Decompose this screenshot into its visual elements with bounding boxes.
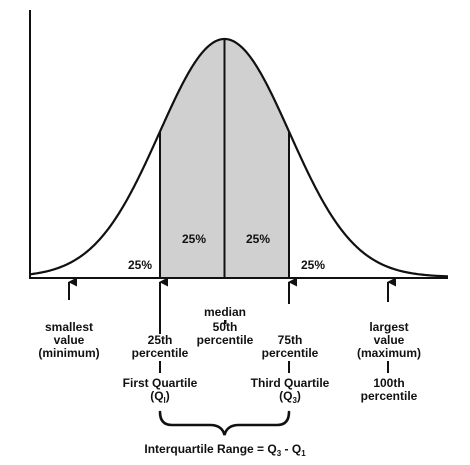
maximum-label-line5: percentile xyxy=(361,389,418,403)
interquartile-brace xyxy=(160,412,289,435)
maximum-label-line4: 100th xyxy=(373,376,404,390)
maximum-label-line3: (maximum) xyxy=(357,346,421,360)
minimum-label-line3: (minimum) xyxy=(38,346,99,360)
percent-label-inner-right: 25% xyxy=(246,232,270,246)
percent-label-inner-left: 25% xyxy=(182,232,206,246)
minimum-label-line1: smallest xyxy=(45,320,93,334)
q3-label-line1: 75th xyxy=(278,333,303,347)
q1-label: 25th percentile First Quartile (Ql) xyxy=(123,333,198,405)
maximum-label-line1: largest xyxy=(369,320,408,334)
q1-quartile-name: First Quartile xyxy=(123,376,198,390)
q3-label: 75th percentile Third Quartile (Q3) xyxy=(251,333,330,405)
percent-label-left-tail: 25% xyxy=(128,258,152,272)
interquartile-range-formula: Interquartile Range = Q3 - Q1 xyxy=(144,442,306,458)
q1-symbol: (Ql) xyxy=(150,389,170,405)
maximum-label: largest value (maximum) 100th percentile xyxy=(357,320,421,403)
median-label: median 50th percentile xyxy=(197,305,254,347)
median-label-line1: median xyxy=(204,305,246,319)
minimum-label: smallest value (minimum) xyxy=(38,320,99,360)
q3-quartile-name: Third Quartile xyxy=(251,376,330,390)
median-label-line3: percentile xyxy=(197,333,254,347)
median-label-line2: 50th xyxy=(213,320,238,334)
q3-label-line2: percentile xyxy=(262,346,319,360)
maximum-label-line2: value xyxy=(374,333,405,347)
q1-label-line1: 25th xyxy=(148,333,173,347)
percent-label-right-tail: 25% xyxy=(301,258,325,272)
minimum-label-line2: value xyxy=(54,333,85,347)
q1-label-line2: percentile xyxy=(132,346,189,360)
q3-symbol: (Q3) xyxy=(279,389,301,405)
